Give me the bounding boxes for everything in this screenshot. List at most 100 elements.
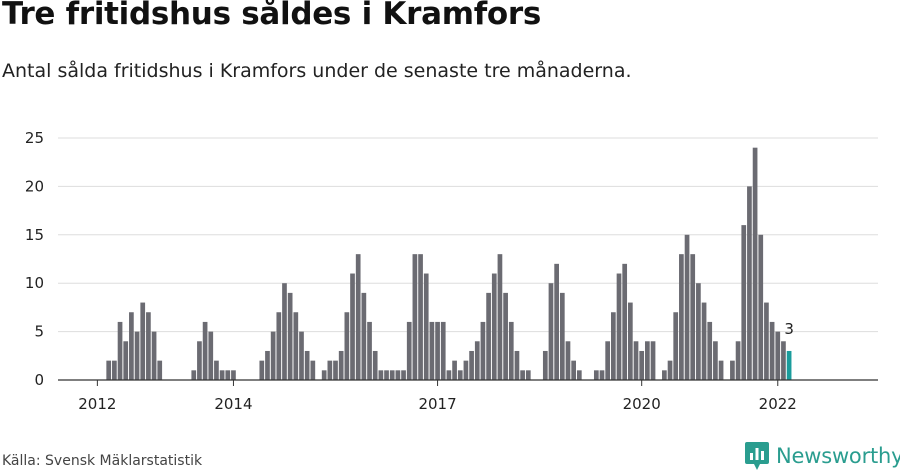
bar — [469, 350, 474, 380]
bar — [616, 273, 622, 380]
bar — [503, 292, 508, 380]
bar — [355, 254, 361, 380]
y-tick-label: 15 — [25, 226, 44, 244]
bar — [406, 321, 412, 380]
bar — [429, 321, 435, 380]
bar — [123, 341, 129, 380]
bar — [764, 302, 769, 380]
bar — [679, 254, 684, 380]
bar — [673, 312, 679, 380]
bar — [378, 370, 384, 380]
y-tick-label: 25 — [25, 129, 44, 147]
bar — [491, 273, 497, 380]
bar — [781, 341, 786, 380]
bar — [730, 360, 735, 380]
bar — [350, 273, 355, 380]
bar — [565, 341, 571, 380]
bar — [367, 321, 372, 380]
bar — [106, 360, 112, 380]
bar — [344, 312, 350, 380]
x-tick-label: 2022 — [759, 395, 797, 413]
bar — [333, 360, 338, 380]
bar — [690, 254, 696, 380]
bar — [645, 341, 650, 380]
bar — [361, 292, 367, 380]
bar — [628, 302, 633, 380]
bar — [571, 360, 576, 380]
x-tick-label: 2020 — [623, 395, 661, 413]
bar — [752, 147, 758, 380]
newsworthy-logo-icon — [745, 442, 769, 470]
bar — [146, 312, 151, 380]
bar — [435, 321, 440, 380]
bar — [775, 331, 781, 380]
brand-logo: Newsworthy — [744, 440, 900, 472]
bar — [633, 341, 639, 380]
bar — [202, 321, 208, 380]
bar — [542, 350, 548, 380]
bar — [151, 331, 157, 380]
bar — [446, 370, 452, 380]
bar — [576, 370, 582, 380]
x-tick-label: 2012 — [78, 395, 116, 413]
bar — [741, 225, 747, 380]
bar — [520, 370, 525, 380]
bar — [610, 312, 616, 380]
bar — [480, 321, 486, 380]
bar — [440, 321, 446, 380]
bar — [117, 321, 123, 380]
y-tick-label: 20 — [25, 177, 44, 195]
bar — [129, 312, 134, 380]
brand-name: Newsworthy — [776, 444, 900, 468]
y-tick-label: 10 — [25, 274, 44, 292]
bar — [514, 350, 520, 380]
bar — [605, 341, 611, 380]
bar — [412, 254, 418, 380]
bar — [401, 370, 406, 380]
bar — [418, 254, 423, 380]
bar — [599, 370, 605, 380]
bar — [197, 341, 202, 380]
bar — [650, 341, 656, 380]
bar — [259, 360, 265, 380]
bar — [497, 254, 503, 380]
chart-subtitle: Antal sålda fritidshus i Kramfors under … — [2, 60, 632, 82]
bar — [208, 331, 214, 380]
bar — [265, 350, 270, 380]
bar — [593, 370, 599, 380]
x-tick-label: 2014 — [214, 395, 252, 413]
bar — [457, 370, 463, 380]
bar-chart: 0 5 10 15 20 25 2012 2014 2017 2020 2022 3 — [25, 129, 878, 413]
bar — [758, 234, 764, 380]
bar — [299, 331, 304, 380]
bar — [474, 341, 480, 380]
bar — [112, 360, 117, 380]
bar — [548, 283, 554, 380]
bar — [718, 360, 724, 380]
bar — [452, 360, 457, 380]
bar — [372, 350, 378, 380]
bar — [287, 292, 293, 380]
bar — [389, 370, 395, 380]
y-tick-label: 0 — [34, 371, 44, 389]
bar — [713, 341, 718, 380]
bar — [157, 360, 163, 380]
bar — [696, 283, 701, 380]
bar — [310, 360, 316, 380]
bar — [140, 302, 146, 380]
bar — [525, 370, 531, 380]
bar — [735, 341, 741, 380]
bar — [395, 370, 401, 380]
bar — [559, 292, 565, 380]
bar — [423, 273, 429, 380]
bar-highlight — [786, 350, 792, 380]
bar — [276, 312, 282, 380]
bar — [662, 370, 667, 380]
x-tick-label: 2017 — [418, 395, 456, 413]
y-tick-label: 5 — [34, 323, 44, 341]
bar — [304, 350, 310, 380]
bar — [219, 370, 225, 380]
bar — [214, 360, 219, 380]
source-note: Källa: Svensk Mäklarstatistik — [2, 453, 203, 469]
bar — [384, 370, 389, 380]
